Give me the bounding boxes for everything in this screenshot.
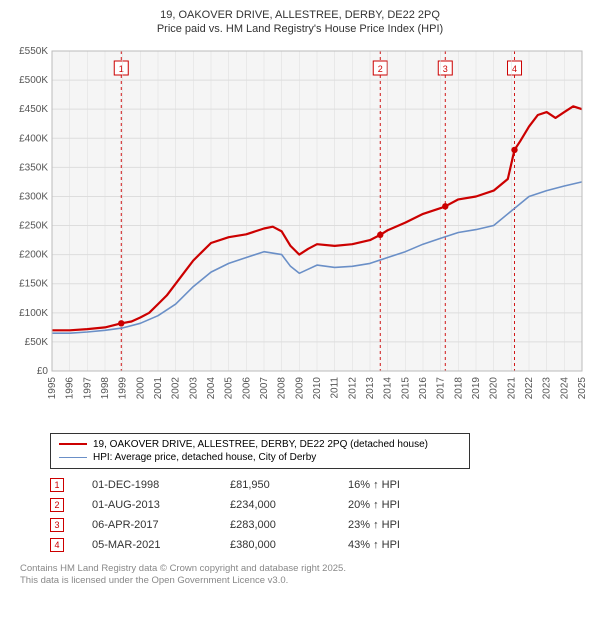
svg-text:£50K: £50K: [25, 337, 49, 348]
svg-text:£250K: £250K: [19, 220, 48, 231]
svg-text:2007: 2007: [259, 376, 270, 399]
sale-price: £234,000: [230, 499, 320, 511]
svg-text:1999: 1999: [118, 376, 129, 399]
svg-text:2010: 2010: [312, 376, 323, 399]
svg-text:2017: 2017: [436, 376, 447, 399]
legend-swatch: [59, 457, 87, 458]
sale-row: 4 05-MAR-2021 £380,000 43% ↑ HPI: [50, 535, 590, 555]
svg-text:2011: 2011: [330, 376, 341, 398]
svg-text:1998: 1998: [100, 376, 111, 399]
svg-text:2020: 2020: [489, 376, 500, 399]
legend-row: 19, OAKOVER DRIVE, ALLESTREE, DERBY, DE2…: [59, 438, 461, 451]
footer-line1: Contains HM Land Registry data © Crown c…: [20, 563, 590, 575]
sale-row: 2 01-AUG-2013 £234,000 20% ↑ HPI: [50, 495, 590, 515]
svg-text:2022: 2022: [524, 376, 535, 399]
svg-text:2019: 2019: [471, 376, 482, 399]
sale-marker: 3: [50, 518, 64, 532]
svg-text:2009: 2009: [294, 376, 305, 399]
title-line1: 19, OAKOVER DRIVE, ALLESTREE, DERBY, DE2…: [10, 8, 590, 22]
svg-text:1: 1: [119, 64, 124, 74]
svg-text:2000: 2000: [135, 376, 146, 399]
chart-legend: 19, OAKOVER DRIVE, ALLESTREE, DERBY, DE2…: [50, 433, 470, 469]
svg-text:2012: 2012: [347, 376, 358, 399]
sale-marker: 1: [50, 478, 64, 492]
svg-text:1996: 1996: [65, 376, 76, 399]
svg-text:2003: 2003: [188, 376, 199, 399]
sales-table: 1 01-DEC-1998 £81,950 16% ↑ HPI 2 01-AUG-2013…: [50, 475, 590, 555]
svg-text:2023: 2023: [542, 376, 553, 399]
sale-change: 23% ↑ HPI: [348, 519, 458, 531]
svg-text:2014: 2014: [383, 376, 394, 399]
svg-text:2001: 2001: [153, 376, 164, 399]
sale-row: 3 06-APR-2017 £283,000 23% ↑ HPI: [50, 515, 590, 535]
sale-date: 06-APR-2017: [92, 519, 202, 531]
svg-text:2024: 2024: [559, 376, 570, 399]
svg-text:2008: 2008: [277, 376, 288, 399]
sale-marker: 2: [50, 498, 64, 512]
svg-text:2021: 2021: [506, 376, 517, 399]
sale-date: 01-DEC-1998: [92, 479, 202, 491]
svg-text:£400K: £400K: [19, 133, 48, 144]
svg-text:2006: 2006: [241, 376, 252, 399]
footer-licence: Contains HM Land Registry data © Crown c…: [20, 563, 590, 588]
svg-text:2013: 2013: [365, 376, 376, 399]
sale-row: 1 01-DEC-1998 £81,950 16% ↑ HPI: [50, 475, 590, 495]
svg-text:2018: 2018: [453, 376, 464, 399]
svg-text:£350K: £350K: [19, 162, 48, 173]
sale-price: £380,000: [230, 539, 320, 551]
sale-marker: 4: [50, 538, 64, 552]
svg-text:£450K: £450K: [19, 104, 48, 115]
sale-date: 01-AUG-2013: [92, 499, 202, 511]
svg-text:£300K: £300K: [19, 191, 48, 202]
svg-text:3: 3: [443, 64, 448, 74]
svg-text:2002: 2002: [171, 376, 182, 399]
chart-title-block: 19, OAKOVER DRIVE, ALLESTREE, DERBY, DE2…: [10, 8, 590, 37]
svg-text:1995: 1995: [47, 376, 58, 399]
svg-text:2004: 2004: [206, 376, 217, 399]
svg-text:£100K: £100K: [19, 307, 48, 318]
chart-area: £0 £50K £100K £150K £200K £250K £300K £350K £400…: [10, 45, 590, 425]
line-chart-svg: £0 £50K £100K £150K £200K £250K £300K £350K £400…: [10, 45, 590, 425]
legend-label: 19, OAKOVER DRIVE, ALLESTREE, DERBY, DE2…: [93, 439, 428, 450]
svg-text:2005: 2005: [224, 376, 235, 399]
svg-text:£200K: £200K: [19, 249, 48, 260]
sale-date: 05-MAR-2021: [92, 539, 202, 551]
svg-text:£0: £0: [37, 366, 49, 377]
sale-change: 43% ↑ HPI: [348, 539, 458, 551]
sale-change: 16% ↑ HPI: [348, 479, 458, 491]
svg-text:2: 2: [378, 64, 383, 74]
title-line2: Price paid vs. HM Land Registry's House …: [10, 22, 590, 36]
legend-label: HPI: Average price, detached house, City…: [93, 452, 316, 463]
svg-text:2025: 2025: [577, 376, 588, 399]
legend-swatch: [59, 443, 87, 445]
sale-price: £81,950: [230, 479, 320, 491]
svg-text:1997: 1997: [82, 376, 93, 399]
legend-row: HPI: Average price, detached house, City…: [59, 451, 461, 464]
svg-text:£500K: £500K: [19, 75, 48, 86]
svg-text:2016: 2016: [418, 376, 429, 399]
sale-change: 20% ↑ HPI: [348, 499, 458, 511]
svg-text:£150K: £150K: [19, 278, 48, 289]
sale-price: £283,000: [230, 519, 320, 531]
svg-text:2015: 2015: [400, 376, 411, 399]
svg-text:4: 4: [512, 64, 517, 74]
svg-text:£550K: £550K: [19, 46, 48, 57]
footer-line2: This data is licensed under the Open Gov…: [20, 575, 590, 587]
